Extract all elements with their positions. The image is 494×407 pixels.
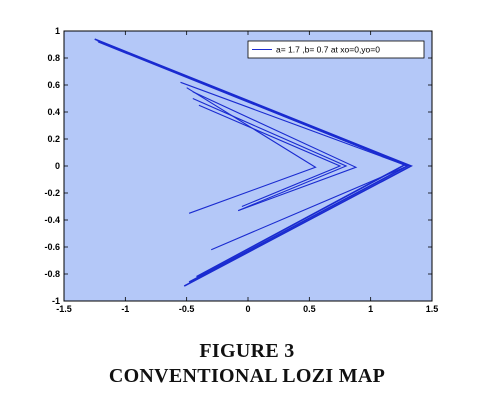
y-tick-label: -1 [52, 296, 60, 306]
legend-box [247, 40, 425, 59]
legend: a= 1.7 ,b= 0.7 at xo=0,yo=0 [247, 40, 425, 59]
y-tick-label: 0.6 [47, 80, 60, 90]
x-tick-label: -1 [121, 304, 129, 314]
x-tick-label: -0.5 [179, 304, 195, 314]
figure-title: CONVENTIONAL LOZI MAP [108, 365, 386, 387]
y-tick-label: 0.4 [47, 107, 60, 117]
plot-area [64, 31, 432, 301]
y-tick-label: -0.8 [44, 269, 60, 279]
series-line-6 [192, 97, 348, 212]
x-tick-label: -1.5 [56, 304, 72, 314]
series-line-7 [186, 87, 317, 214]
y-tick-label: -0.6 [44, 242, 60, 252]
chart: -1.5 -1 -0.5 0 0.5 1 1.5-1-0.8-0.6-0.4-0.200.2… [44, 26, 438, 314]
legend-label: a= 1.7 ,b= 0.7 at xo=0,yo=0 [276, 45, 380, 55]
series-line-5 [192, 91, 358, 212]
series-line-8 [198, 104, 342, 208]
y-tick-label: 0.2 [47, 134, 60, 144]
series-group [94, 38, 413, 287]
y-tick-label: -0.4 [44, 215, 60, 225]
y-tick-label: 0.8 [47, 53, 60, 63]
ticks-group: -1.5 -1 -0.5 0 0.5 1 1.5-1-0.8-0.6-0.4-0.200.2… [44, 26, 438, 314]
series-line-4 [180, 81, 409, 251]
figure-number: FIGURE 3 [199, 340, 295, 362]
x-tick-label: 0.5 [303, 304, 316, 314]
y-tick-label: 1 [55, 26, 60, 36]
x-tick-label: 1.5 [426, 304, 439, 314]
x-tick-label: 1 [368, 304, 373, 314]
y-tick-label: -0.2 [44, 188, 60, 198]
y-tick-label: 0 [55, 161, 60, 171]
x-tick-label: 0 [245, 304, 250, 314]
